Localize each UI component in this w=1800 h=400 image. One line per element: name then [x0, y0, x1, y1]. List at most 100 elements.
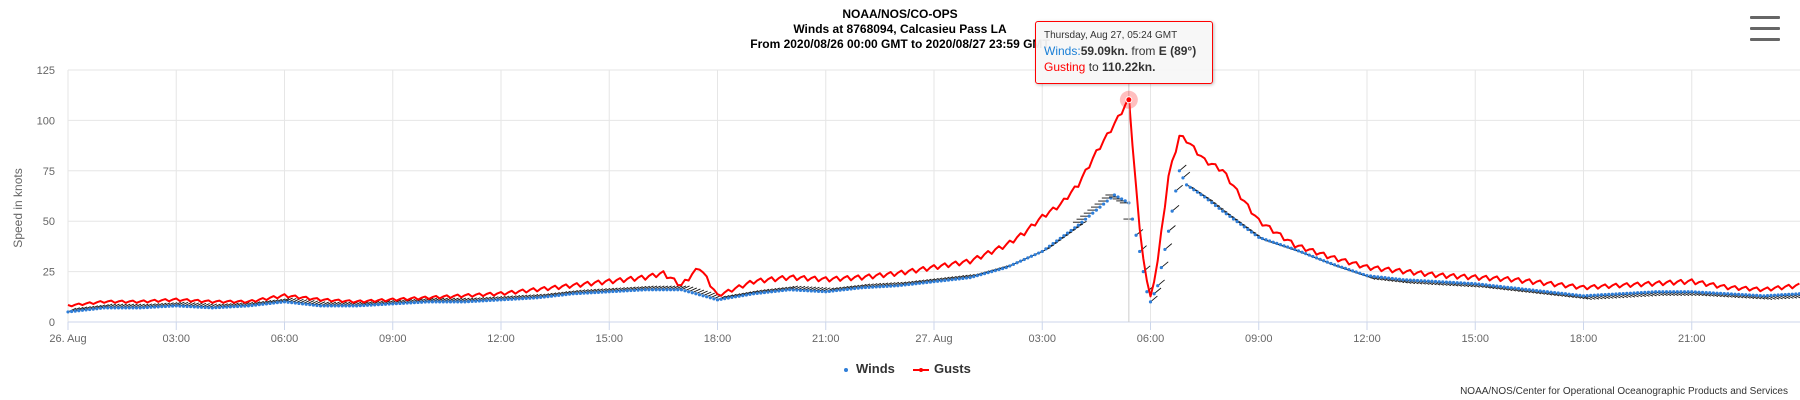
wind-point [1722, 291, 1726, 296]
wind-point [1037, 251, 1041, 255]
y-axis-ticks: 0 25 50 75 100 125 [37, 65, 55, 329]
wind-point [358, 304, 362, 308]
wind-point [690, 291, 694, 295]
wind-point [1639, 290, 1643, 295]
wind-point [1354, 270, 1358, 274]
legend-item-winds[interactable]: Winds [856, 361, 895, 376]
gusts-series-line[interactable] [67, 96, 1800, 308]
wind-point [1412, 278, 1416, 282]
wind-point [593, 290, 597, 295]
wind-point [1300, 250, 1304, 254]
wind-point [1015, 261, 1019, 265]
wind-point [1697, 290, 1701, 294]
wind-point [1592, 293, 1596, 297]
wind-point [1646, 290, 1651, 294]
wind-point [903, 283, 907, 287]
wind-point [1765, 293, 1770, 298]
wind-point [1369, 274, 1373, 278]
wind-point [481, 299, 485, 303]
wind-point [784, 288, 788, 292]
wind-point [1780, 293, 1784, 297]
wind-point [1729, 292, 1734, 296]
wind-point [950, 278, 954, 282]
wind-point [1516, 286, 1521, 291]
wind-point [474, 299, 478, 303]
tooltip-date: Thursday, Aug 27, 05:24 GMT [1044, 30, 1178, 41]
wind-point [1596, 293, 1600, 297]
wind-point [181, 304, 186, 308]
tooltip-gust-to-text: to [1085, 60, 1103, 74]
wind-point [798, 288, 803, 292]
wind-point [539, 295, 543, 300]
wind-point [199, 305, 204, 309]
wind-point [1708, 291, 1712, 295]
wind-point [1286, 245, 1290, 249]
chart-menu-button[interactable] [1750, 16, 1780, 44]
highlighted-point[interactable] [1119, 70, 1138, 322]
y-tick-label: 125 [37, 65, 55, 77]
wind-point [586, 291, 590, 295]
wind-point [1004, 265, 1008, 270]
wind-point [1282, 244, 1286, 248]
wind-point [1599, 293, 1604, 297]
wind-point [1138, 249, 1142, 254]
wind-point [1531, 288, 1535, 292]
wind-point [1769, 293, 1773, 297]
wind-point [1462, 281, 1467, 285]
wind-point [503, 298, 507, 302]
wind-point [816, 289, 821, 293]
wind-point [549, 294, 554, 298]
wind-point [1029, 254, 1034, 258]
wind-point [737, 294, 741, 298]
wind-point [1625, 291, 1629, 295]
wind-point [142, 306, 146, 310]
wind-point [1571, 292, 1575, 297]
wind-point [1307, 253, 1311, 257]
wind-point [373, 303, 377, 307]
wind-point [1199, 192, 1203, 197]
wind-point [1527, 288, 1531, 292]
wind-point [1022, 257, 1026, 262]
wind-point [1170, 209, 1174, 213]
wind-point [1423, 279, 1427, 283]
wind-point [1076, 223, 1080, 227]
tooltip-direction: E (89°) [1158, 44, 1197, 58]
wind-point [871, 285, 875, 289]
wind-point [1675, 290, 1679, 294]
wind-point [1322, 259, 1326, 263]
wind-point [748, 292, 752, 296]
data-tooltip: Thursday, Aug 27, 05:24 GMT Winds:59.09k… [1035, 21, 1213, 84]
legend-item-gusts[interactable]: Gusts [934, 361, 971, 376]
wind-point [874, 285, 878, 289]
wind-point [1397, 277, 1402, 281]
wind-point [102, 306, 106, 310]
wind-point [770, 290, 774, 294]
wind-point [1751, 293, 1755, 297]
wind-point [221, 305, 225, 309]
wind-point [127, 306, 131, 310]
wind-point [1693, 290, 1697, 294]
wind-point [1797, 292, 1800, 296]
wind-point [243, 304, 247, 308]
wind-point [1480, 282, 1485, 287]
wind-point [1257, 235, 1261, 239]
wind-point [650, 288, 655, 292]
wind-point [1105, 199, 1109, 203]
credits-text[interactable]: NOAA/NOS/Center for Operational Oceanogr… [1460, 386, 1788, 397]
wind-point [1690, 290, 1694, 294]
wind-point [1603, 292, 1607, 297]
wind-point [484, 299, 489, 303]
wind-point [517, 297, 521, 301]
wind-point [1700, 290, 1705, 294]
wind-point [1455, 281, 1459, 285]
x-tick-label: 09:00 [1245, 333, 1273, 345]
wind-point [106, 306, 110, 310]
wind-point [625, 289, 629, 293]
wind-point [972, 275, 976, 279]
wind-point [1477, 282, 1481, 286]
wind-point [777, 289, 781, 293]
wind-point [459, 300, 463, 304]
tooltip-gust-line: Gusting to 110.22kn. [1044, 59, 1204, 75]
winds-series[interactable] [66, 164, 1800, 314]
wind-point [1506, 285, 1510, 289]
